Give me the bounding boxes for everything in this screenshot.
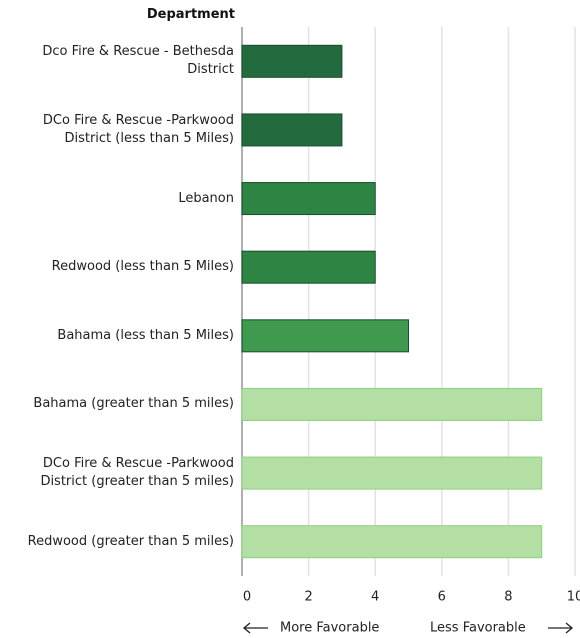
bar xyxy=(241,525,543,559)
arrow-right-head xyxy=(565,622,574,634)
y-tick-label: DCo Fire & Rescue -Parkwood District (le… xyxy=(42,112,234,146)
y-tick-label: Redwood (greater than 5 miles) xyxy=(27,533,234,549)
x-tick-label: 8 xyxy=(504,590,512,605)
bar xyxy=(241,319,409,353)
annotation: Less Favorable xyxy=(430,621,526,636)
x-tick-label: 2 xyxy=(304,590,312,605)
bar xyxy=(241,113,343,147)
bar xyxy=(241,44,343,78)
x-tick-label: 6 xyxy=(438,590,446,605)
y-tick-label: Bahama (greater than 5 miles) xyxy=(33,396,234,412)
x-tick-label: 4 xyxy=(371,590,379,605)
arrow-left-head xyxy=(242,622,251,634)
y-tick-label: Redwood (less than 5 Miles) xyxy=(51,259,234,275)
y-tick-label: DCo Fire & Rescue -Parkwood District (gr… xyxy=(40,456,234,490)
bar xyxy=(241,250,376,284)
y-axis-label: Department xyxy=(146,7,235,22)
bar xyxy=(241,456,543,490)
y-tick-label: Bahama (less than 5 Miles) xyxy=(57,327,234,343)
x-tick-label: 0 xyxy=(243,590,251,605)
x-tick-label: 10 xyxy=(567,590,580,605)
y-tick-label: Lebanon xyxy=(178,190,234,206)
y-tick-label: Dco Fire & Rescue - Bethesda District xyxy=(42,44,234,78)
bar xyxy=(241,182,376,216)
annotation: More Favorable xyxy=(280,621,379,636)
bar xyxy=(241,387,543,421)
